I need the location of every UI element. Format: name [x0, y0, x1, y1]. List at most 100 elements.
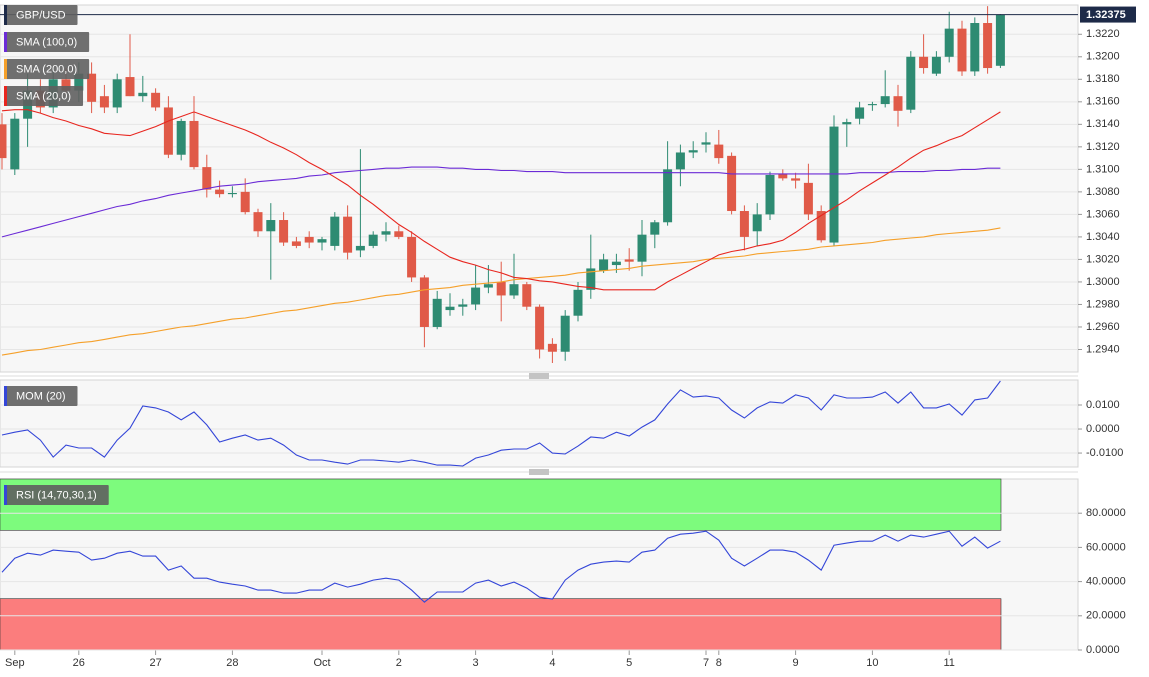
candle-body: [381, 231, 391, 235]
candle-body: [663, 169, 673, 223]
candle-body: [791, 178, 801, 181]
candle-body: [855, 107, 865, 119]
legend-label: MOM (20): [16, 390, 66, 402]
x-tick-label: 5: [626, 657, 632, 669]
candle-body: [304, 236, 314, 243]
candle-body: [61, 79, 71, 91]
candle-body: [419, 277, 429, 327]
candle-body: [112, 79, 122, 108]
candle-body: [522, 284, 532, 307]
legend-item: SMA (100,0): [4, 32, 90, 52]
candle-body: [573, 289, 583, 316]
legend-label: RSI (14,70,30,1): [16, 489, 97, 501]
legend-label: SMA (200,0): [16, 63, 77, 75]
legend-swatch: [4, 59, 7, 79]
last-price-badge: [1080, 6, 1136, 23]
candle-body: [983, 23, 993, 69]
x-tick-label: 27: [149, 657, 161, 669]
candle-body: [803, 182, 813, 215]
candle-body: [765, 174, 775, 215]
y-tick-label: 1.3180: [1086, 73, 1120, 85]
candle-body: [266, 220, 276, 232]
candle-body: [407, 236, 417, 278]
legend-label: SMA (20,0): [16, 90, 71, 102]
candle-body: [138, 92, 148, 97]
legend-box: [4, 485, 109, 505]
candle-body: [586, 268, 596, 290]
candle-body: [202, 167, 212, 190]
candle-body: [240, 191, 250, 213]
candle-body: [599, 259, 609, 271]
candle-body: [471, 287, 481, 305]
candle-body: [87, 73, 97, 102]
y-tick-label: 1.3080: [1086, 186, 1120, 198]
x-tick-label: 28: [226, 657, 238, 669]
candle-body: [125, 77, 135, 97]
legend-label: SMA (100,0): [16, 36, 77, 48]
legend-item: SMA (200,0): [4, 59, 90, 79]
legend-box: [4, 5, 78, 25]
y-tick-label: 60.0000: [1086, 541, 1126, 553]
y-tick-label: 1.3140: [1086, 118, 1120, 130]
legend-swatch: [4, 485, 7, 505]
candle-body: [279, 220, 289, 243]
candle-body: [842, 122, 852, 125]
y-tick-label: 80.0000: [1086, 507, 1126, 519]
y-tick-label: 0.0100: [1086, 399, 1120, 411]
legend-swatch: [4, 386, 7, 406]
candle-body: [995, 14, 1005, 66]
candle-body: [752, 214, 762, 232]
candle-body: [816, 211, 826, 241]
y-tick-label: 1.3100: [1086, 163, 1120, 175]
legend-box: [4, 386, 78, 406]
y-tick-label: 1.3000: [1086, 276, 1120, 288]
candle-body: [163, 107, 173, 155]
candle-body: [509, 284, 519, 296]
candle-body: [778, 173, 788, 179]
candle-body: [176, 120, 186, 155]
candle-body: [970, 23, 980, 72]
line-series: [1, 380, 1001, 467]
candle-body: [931, 56, 941, 74]
candle-body: [880, 96, 890, 105]
y-tick-label: 40.0000: [1086, 576, 1126, 588]
legend-swatch: [4, 32, 7, 52]
y-tick-label: 1.2980: [1086, 298, 1120, 310]
candle-body: [957, 28, 967, 72]
candle-body: [739, 211, 749, 237]
x-tick-label: 3: [473, 657, 479, 669]
y-tick-label: 20.0000: [1086, 610, 1126, 622]
x-tick-label: 10: [866, 657, 878, 669]
candle-body: [343, 216, 353, 253]
candle-body: [944, 28, 954, 57]
line-series: [1, 166, 1001, 238]
candle-body: [253, 212, 263, 232]
legend-item: RSI (14,70,30,1): [4, 485, 109, 505]
candle-body: [624, 259, 634, 262]
last-price-label: 1.32375: [1086, 9, 1126, 21]
y-tick-label: 0.0000: [1086, 423, 1120, 435]
candle-body: [291, 241, 301, 246]
candle-body: [74, 73, 84, 91]
candle-body: [496, 281, 506, 296]
candle-body: [483, 284, 493, 288]
legend-item: MOM (20): [4, 386, 78, 406]
candle-body: [445, 306, 455, 311]
legend-swatch: [4, 86, 7, 106]
legend-swatch: [4, 5, 7, 25]
candle-body: [535, 306, 545, 350]
candle-body: [547, 343, 557, 352]
candle-body: [688, 150, 698, 153]
legend-item: GBP/USD: [4, 5, 78, 25]
band: [0, 598, 1002, 651]
candle-body: [151, 92, 161, 108]
x-tick-label: 11: [943, 657, 954, 669]
candle-body: [0, 124, 7, 159]
candle-body: [215, 189, 225, 195]
y-tick-label: 0.0000: [1086, 644, 1120, 656]
x-tick-label: 2: [396, 657, 402, 669]
candle-body: [829, 126, 839, 243]
legend-item: SMA (20,0): [4, 86, 84, 106]
candle-body: [906, 56, 916, 110]
